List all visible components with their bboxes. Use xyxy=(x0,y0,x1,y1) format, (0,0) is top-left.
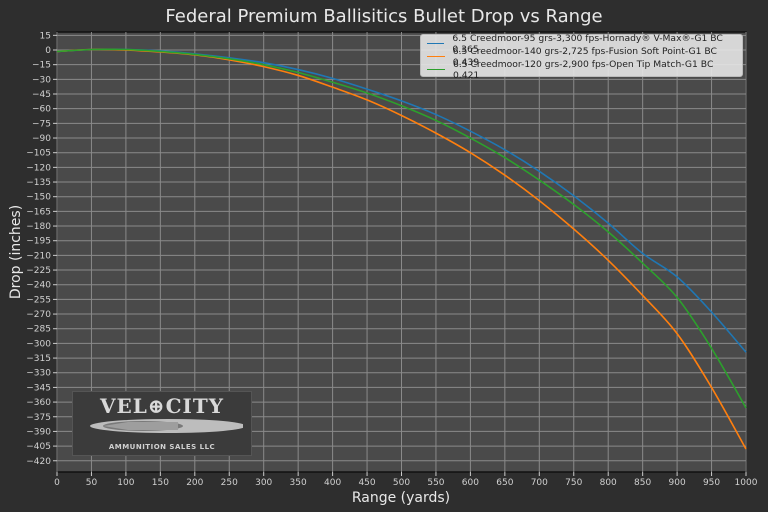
x-tick-label: 350 xyxy=(290,478,307,488)
y-tick-label: −270 xyxy=(26,310,51,320)
legend-item: 6.5 Creedmoor-120 grs-2,900 fps-Open Tip… xyxy=(421,59,742,81)
legend-label: 6.5 Creedmoor-120 grs-2,900 fps-Open Tip… xyxy=(452,58,714,81)
x-tick-label: 950 xyxy=(703,478,720,488)
y-tick-label: −180 xyxy=(26,222,51,232)
legend-label: 6.5 Creedmoor-95 grs-3,300 fps-Hornady® … xyxy=(452,32,723,55)
y-tick-label: −105 xyxy=(26,149,51,159)
y-tick-label: −135 xyxy=(26,178,51,188)
series-line-2 xyxy=(56,48,747,409)
chart-title: Federal Premium Ballisitics Bullet Drop … xyxy=(165,6,603,27)
y-tick-label: −315 xyxy=(26,354,51,364)
y-tick-label: −225 xyxy=(26,266,51,276)
logo-subtitle: AMMUNITION SALES LLC xyxy=(108,443,216,451)
y-tick-label: −240 xyxy=(26,281,51,291)
x-tick-label: 0 xyxy=(54,478,60,488)
legend-swatch-green xyxy=(427,69,445,70)
x-tick-label: 650 xyxy=(496,478,513,488)
y-tick-label: −30 xyxy=(32,75,51,85)
x-tick-label: 600 xyxy=(462,478,479,488)
y-tick-label: −285 xyxy=(26,325,51,335)
x-tick-label: 300 xyxy=(255,478,272,488)
y-tick-label: −195 xyxy=(26,237,51,247)
y-tick-label: −90 xyxy=(32,134,51,144)
y-axis-label: Drop (inches) xyxy=(8,205,24,299)
y-axis-ticks: 15 0 −15 −30 −45 −60 −75 −90 −105 −120 −135 −150 −16… xyxy=(26,31,57,467)
y-tick-label: −300 xyxy=(26,339,51,349)
y-tick-label: −405 xyxy=(26,442,51,452)
y-tick-label: −120 xyxy=(26,163,51,173)
y-tick-label: −210 xyxy=(26,251,51,261)
x-tick-label: 800 xyxy=(600,478,617,488)
x-tick-label: 400 xyxy=(324,478,341,488)
y-tick-label: −150 xyxy=(26,193,51,203)
logo-title: VEL⊕CITY xyxy=(99,394,224,418)
x-tick-label: 100 xyxy=(117,478,134,488)
y-tick-label: −45 xyxy=(32,90,51,100)
y-tick-label: −60 xyxy=(32,105,51,115)
x-tick-label: 900 xyxy=(669,478,686,488)
y-tick-label: −345 xyxy=(26,383,51,393)
legend-swatch-orange xyxy=(427,56,445,57)
x-tick-label: 250 xyxy=(221,478,238,488)
series-lines xyxy=(56,48,747,450)
legend-label: 6.5 Creedmoor-140 grs-2,725 fps-Fusion S… xyxy=(452,45,717,68)
y-tick-label: −15 xyxy=(32,61,51,71)
x-axis-ticks: 0 50 100 150 200 250 300 350 400 450 500 550 600 650 7… xyxy=(54,472,758,488)
velocity-logo: VEL⊕CITY AMMUNITION SALES LLC xyxy=(72,391,252,456)
legend-item: 6.5 Creedmoor-95 grs-3,300 fps-Hornady® … xyxy=(421,33,742,55)
y-tick-label: −360 xyxy=(26,398,51,408)
x-tick-label: 750 xyxy=(565,478,582,488)
y-tick-label: −375 xyxy=(26,413,51,423)
x-tick-label: 700 xyxy=(531,478,548,488)
y-tick-label: −390 xyxy=(26,427,51,437)
y-tick-label: −255 xyxy=(26,295,51,305)
x-tick-label: 1000 xyxy=(735,478,758,488)
x-tick-label: 50 xyxy=(86,478,98,488)
x-axis-label: Range (yards) xyxy=(352,490,450,506)
x-tick-label: 200 xyxy=(186,478,203,488)
y-tick-label: 0 xyxy=(45,46,51,56)
x-tick-label: 150 xyxy=(152,478,169,488)
x-tick-label: 500 xyxy=(393,478,410,488)
y-tick-label: −330 xyxy=(26,369,51,379)
legend-item: 6.5 Creedmoor-140 grs-2,725 fps-Fusion S… xyxy=(421,46,742,68)
y-tick-label: −165 xyxy=(26,207,51,217)
x-tick-label: 850 xyxy=(634,478,651,488)
y-tick-label: −75 xyxy=(32,119,51,129)
bullet-icon xyxy=(90,419,243,433)
x-tick-label: 550 xyxy=(427,478,444,488)
y-tick-label: −420 xyxy=(26,457,51,467)
x-tick-label: 450 xyxy=(358,478,375,488)
y-tick-label: 15 xyxy=(40,31,51,41)
legend-swatch-blue xyxy=(427,43,445,44)
chart-legend: 6.5 Creedmoor-95 grs-3,300 fps-Hornady® … xyxy=(420,33,743,81)
